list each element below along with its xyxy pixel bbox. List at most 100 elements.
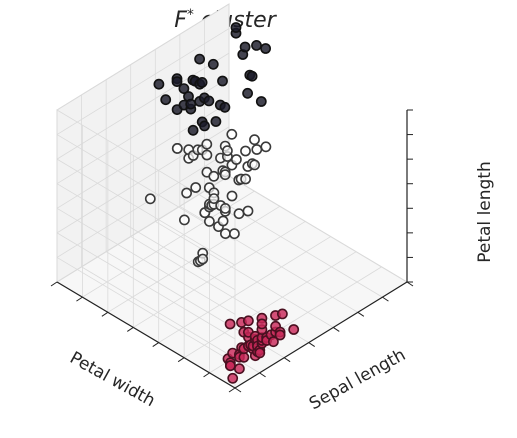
grid-line bbox=[56, 175, 230, 283]
data-point-cluster-1 bbox=[249, 134, 260, 146]
grid-line bbox=[56, 52, 230, 160]
data-point-cluster-1 bbox=[233, 208, 245, 220]
grid-line bbox=[56, 232, 236, 340]
y-tick bbox=[259, 372, 266, 378]
data-point-cluster-1 bbox=[230, 154, 242, 165]
grid-line bbox=[56, 109, 236, 217]
data-point-cluster-2 bbox=[288, 324, 300, 335]
data-point-cluster-1 bbox=[221, 145, 233, 157]
grid-line bbox=[155, 221, 334, 328]
data-point-cluster-1 bbox=[144, 193, 156, 205]
data-point-cluster-2 bbox=[276, 308, 288, 320]
data-point-cluster-0 bbox=[239, 41, 251, 53]
data-point-cluster-0 bbox=[203, 95, 215, 107]
grid-line bbox=[56, 183, 236, 291]
y-axis-label: Sepal length bbox=[306, 345, 409, 414]
data-point-cluster-0 bbox=[187, 124, 199, 136]
data-point-cluster-0 bbox=[185, 98, 197, 110]
data-point-cluster-0 bbox=[199, 120, 210, 132]
data-point-cluster-1 bbox=[217, 215, 229, 227]
data-point-cluster-2 bbox=[274, 329, 286, 341]
grid-line bbox=[183, 251, 357, 359]
data-point-cluster-1 bbox=[201, 149, 213, 161]
z-axis-label: Petal length bbox=[475, 161, 495, 263]
data-point-cluster-2 bbox=[233, 363, 245, 375]
data-point-cluster-1 bbox=[240, 173, 251, 185]
x-tick bbox=[50, 281, 58, 287]
x-tick bbox=[228, 387, 236, 393]
data-point-cluster-1 bbox=[240, 145, 251, 157]
data-point-cluster-0 bbox=[194, 53, 205, 65]
data-points bbox=[144, 22, 300, 384]
data-point-cluster-0 bbox=[217, 75, 228, 87]
data-point-cluster-1 bbox=[201, 138, 213, 150]
data-point-cluster-0 bbox=[153, 78, 165, 90]
data-point-cluster-0 bbox=[196, 77, 208, 88]
data-point-cluster-1 bbox=[181, 187, 192, 199]
data-point-cluster-1 bbox=[226, 190, 238, 202]
data-point-cluster-1 bbox=[260, 141, 272, 153]
data-point-cluster-1 bbox=[208, 170, 220, 182]
data-point-cluster-2 bbox=[224, 360, 236, 372]
data-point-cluster-0 bbox=[246, 70, 258, 82]
data-point-cluster-1 bbox=[249, 159, 260, 171]
data-point-cluster-2 bbox=[242, 315, 254, 327]
data-point-cluster-1 bbox=[228, 228, 240, 240]
data-point-cluster-0 bbox=[210, 116, 222, 127]
data-point-cluster-2 bbox=[256, 318, 268, 330]
grid-line bbox=[56, 158, 236, 266]
grid-line bbox=[204, 190, 383, 298]
grid-line bbox=[228, 175, 408, 283]
data-point-cluster-2 bbox=[267, 336, 279, 348]
grid-line bbox=[56, 3, 230, 111]
data-point-cluster-1 bbox=[203, 215, 215, 227]
grid-line bbox=[56, 126, 230, 234]
data-point-cluster-1 bbox=[242, 205, 254, 217]
x-tick bbox=[203, 372, 210, 378]
grid-line bbox=[158, 236, 331, 343]
x-tick bbox=[76, 296, 83, 302]
data-point-cluster-2 bbox=[227, 372, 239, 384]
data-point-cluster-0 bbox=[207, 58, 219, 70]
axis-lines bbox=[50, 109, 414, 393]
data-point-cluster-1 bbox=[226, 128, 238, 140]
data-point-cluster-1 bbox=[178, 214, 190, 226]
data-point-cluster-1 bbox=[219, 228, 231, 239]
grid-line bbox=[133, 221, 306, 328]
data-point-cluster-0 bbox=[242, 87, 253, 99]
y-tick bbox=[308, 342, 315, 347]
x-axis-line bbox=[56, 281, 236, 389]
data-point-cluster-0 bbox=[178, 83, 190, 94]
y-tick bbox=[333, 327, 340, 332]
grid-line bbox=[56, 151, 230, 258]
data-point-cluster-0 bbox=[171, 76, 183, 87]
data-point-cluster-2 bbox=[224, 318, 236, 330]
data-point-cluster-1 bbox=[190, 182, 202, 193]
x-tick bbox=[127, 327, 134, 332]
grid-line bbox=[56, 207, 236, 315]
data-point-cluster-1 bbox=[197, 253, 209, 265]
data-point-cluster-0 bbox=[160, 94, 172, 106]
x-axis-label: Petal width bbox=[66, 348, 158, 411]
y-tick bbox=[406, 281, 414, 287]
x-tick bbox=[152, 342, 159, 347]
data-point-cluster-0 bbox=[255, 96, 267, 107]
x-tick bbox=[101, 311, 109, 317]
data-point-cluster-0 bbox=[251, 40, 262, 51]
grid-line bbox=[56, 28, 230, 135]
data-point-cluster-0 bbox=[219, 101, 231, 113]
data-point-cluster-1 bbox=[219, 202, 231, 214]
y-tick bbox=[283, 357, 291, 363]
data-point-cluster-1 bbox=[171, 142, 183, 154]
data-point-cluster-0 bbox=[260, 43, 271, 54]
data-point-cluster-0 bbox=[230, 22, 242, 33]
axes-panes bbox=[56, 3, 408, 389]
y-tick bbox=[357, 311, 365, 317]
y-tick bbox=[234, 387, 242, 393]
data-point-cluster-1 bbox=[251, 144, 263, 155]
data-point-cluster-1 bbox=[208, 193, 220, 204]
y-tick bbox=[382, 296, 389, 302]
data-point-cluster-2 bbox=[254, 347, 266, 359]
y-axis-line bbox=[234, 281, 408, 389]
